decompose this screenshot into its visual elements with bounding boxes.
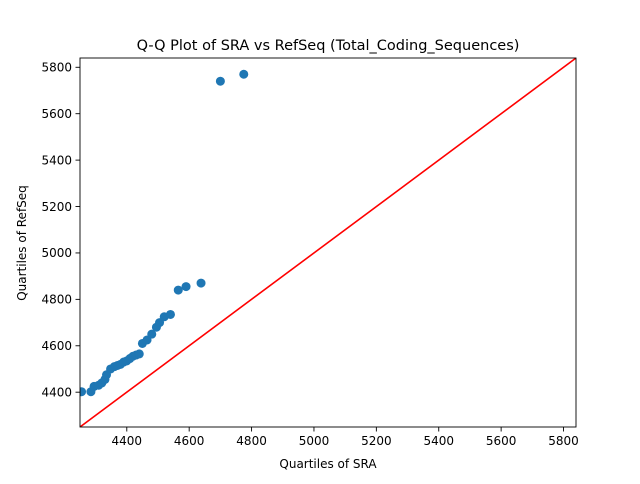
- axes: 4400 4600 4800 5000 5200 5400 5600 5800 4400 4600…: [41, 57, 579, 448]
- y-tick-label: 5400: [41, 153, 72, 167]
- x-tick-label: 5800: [548, 434, 579, 448]
- data-point: [134, 349, 144, 359]
- y-tick-label: 5000: [41, 246, 72, 260]
- data-point: [181, 282, 191, 292]
- reference-line: [80, 58, 576, 427]
- data-point: [215, 76, 225, 86]
- data-point: [147, 329, 157, 339]
- data-point: [165, 309, 175, 319]
- plot-area: [80, 58, 576, 427]
- y-tick-label: 5200: [41, 200, 72, 214]
- axes-frame: [79, 57, 577, 428]
- x-tick-label: 5600: [486, 434, 517, 448]
- data-point: [239, 69, 249, 79]
- x-tick-label: 5400: [423, 434, 454, 448]
- data-point: [173, 285, 183, 295]
- y-tick-label: 5800: [41, 61, 72, 75]
- x-tick-label: 5200: [361, 434, 392, 448]
- x-tick-label: 4400: [112, 434, 143, 448]
- chart-title: Q-Q Plot of SRA vs RefSeq (Total_Coding_…: [137, 38, 520, 54]
- x-tick-label: 4800: [236, 434, 267, 448]
- data-point: [196, 278, 206, 288]
- y-tick-label: 4600: [41, 339, 72, 353]
- data-point: [80, 387, 87, 397]
- y-axis-label: Quartiles of RefSeq: [15, 185, 29, 301]
- x-axis-label: Quartiles of SRA: [279, 457, 377, 471]
- y-tick-label: 4800: [41, 293, 72, 307]
- x-tick-label: 5000: [299, 434, 330, 448]
- x-tick-label: 4600: [174, 434, 205, 448]
- y-tick-label: 4400: [41, 385, 72, 399]
- y-tick-label: 5600: [41, 107, 72, 121]
